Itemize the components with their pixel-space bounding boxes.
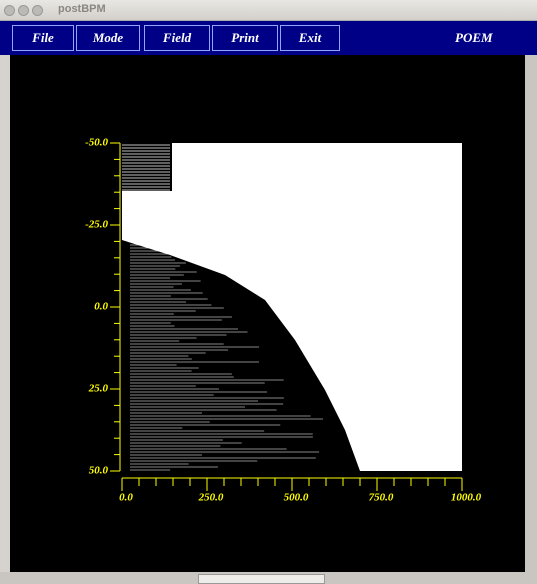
menu-button[interactable]: Field bbox=[144, 25, 210, 51]
y-tick-label: 25.0 bbox=[88, 383, 109, 395]
x-tick-label: 250.0 bbox=[198, 492, 224, 504]
x-tick-label: 1000.0 bbox=[451, 492, 482, 504]
title-bar: postBPM bbox=[0, 0, 537, 21]
close-button[interactable] bbox=[4, 5, 15, 16]
menu-bar: POEM FileModeFieldPrintExit bbox=[0, 21, 537, 55]
y-tick-label: 0.0 bbox=[94, 301, 108, 313]
plot: -50.0 -25.0 0.0 25.0 50.0 0.0 250.0 500.0 750.0 1… bbox=[10, 55, 525, 572]
scroll-thumb[interactable] bbox=[198, 574, 325, 584]
menu-button[interactable]: Print bbox=[212, 25, 278, 51]
y-tick-label: -50.0 bbox=[85, 137, 108, 149]
plot-area: -50.0 -25.0 0.0 25.0 50.0 0.0 250.0 500.0 750.0 1… bbox=[10, 55, 525, 577]
horizontal-scrollbar[interactable] bbox=[0, 572, 537, 584]
window-title: postBPM bbox=[58, 3, 106, 15]
y-tick-label: 50.0 bbox=[89, 465, 109, 477]
menu-button[interactable]: File bbox=[12, 25, 74, 51]
menu-button[interactable]: Mode bbox=[76, 25, 140, 51]
y-tick-label: -25.0 bbox=[85, 219, 108, 231]
x-tick-label: 0.0 bbox=[119, 492, 133, 504]
app-label: POEM bbox=[455, 30, 493, 46]
x-tick-label: 500.0 bbox=[284, 492, 309, 504]
x-tick-label: 750.0 bbox=[369, 492, 394, 504]
maximize-button[interactable] bbox=[32, 5, 43, 16]
minimize-button[interactable] bbox=[18, 5, 29, 16]
app-window: postBPM POEM FileModeFieldPrintExit -50.… bbox=[0, 0, 537, 584]
vertical-scrollbar[interactable] bbox=[525, 55, 537, 572]
menu-button[interactable]: Exit bbox=[280, 25, 340, 51]
